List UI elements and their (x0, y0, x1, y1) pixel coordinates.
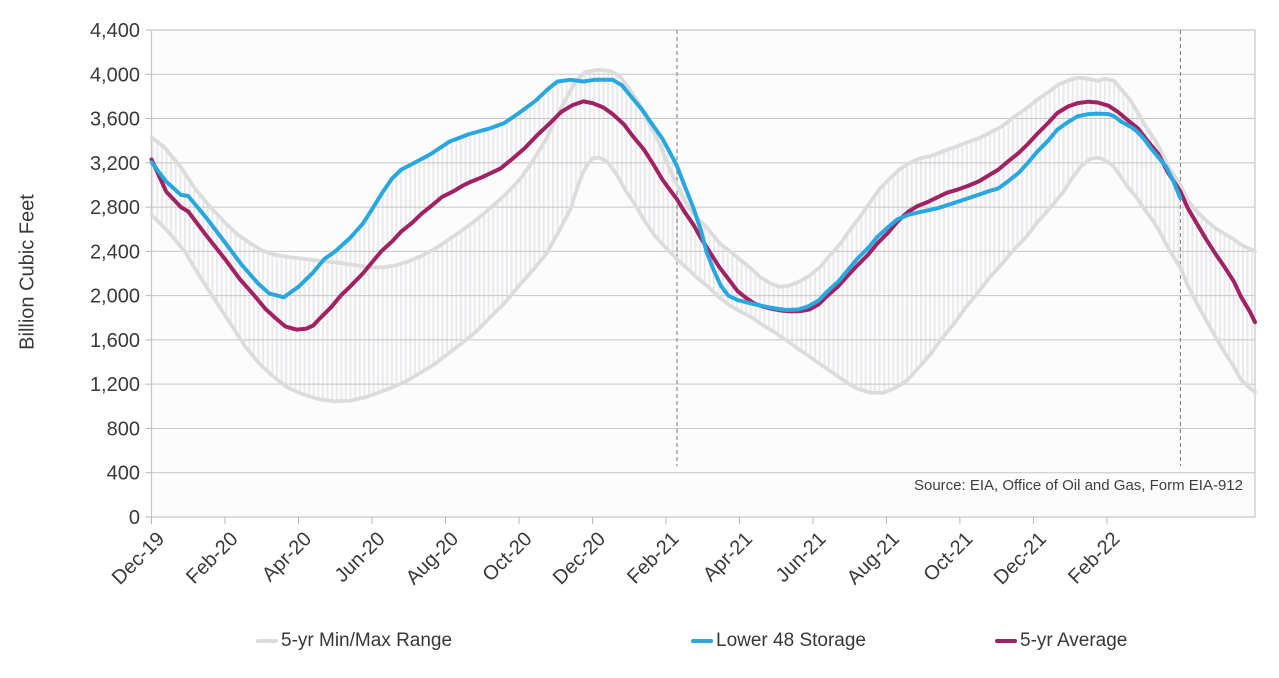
legend-label: 5-yr Average (1020, 630, 1128, 651)
x-tick-label: Feb-21 (623, 528, 683, 588)
legend-swatch-storage (691, 639, 713, 643)
legend-swatch-avg (995, 639, 1017, 643)
y-tick-label: 2,800 (90, 197, 140, 219)
y-tick-label: 3,600 (90, 109, 140, 131)
y-axis: 0 400 800 1,200 1,600 2,000 2,400 2,800 3,200 3,6… (90, 20, 152, 529)
x-tick-label: Dec-20 (549, 528, 610, 589)
x-tick-label: Dec-21 (990, 528, 1051, 589)
lower-48-storage-line (149, 77, 1183, 312)
legend-label: Lower 48 Storage (716, 630, 866, 651)
x-axis: Dec-19 Feb-20 Apr-20 Jun-20 Aug-20 Oct-20 Dec-… (108, 517, 1124, 589)
y-tick-label: 1,600 (90, 330, 140, 352)
x-tick-label: Feb-22 (1064, 528, 1124, 588)
legend-item: 5-yr Min/Max Range (256, 630, 452, 652)
x-tick-label: Aug-20 (402, 528, 463, 589)
y-tick-label: 0 (129, 507, 140, 529)
x-tick-label: Aug-21 (843, 528, 904, 589)
legend-swatch-band_stroke (256, 639, 278, 643)
legend-item: Lower 48 Storage (691, 630, 866, 652)
y-tick-label: 400 (107, 463, 140, 485)
x-tick-label: Oct-20 (478, 528, 536, 586)
legend: 5-yr Min/Max Range Lower 48 Storage 5-yr A… (0, 630, 1279, 656)
x-tick-label: Dec-19 (108, 528, 169, 589)
y-tick-label: 2,000 (90, 286, 140, 308)
legend-label: 5-yr Min/Max Range (281, 630, 453, 651)
dashed-year-markers (676, 30, 1181, 467)
x-tick-label: Jun-20 (331, 528, 390, 587)
x-tick-label: Feb-20 (182, 528, 242, 588)
band-min-line (149, 155, 1257, 404)
y-tick-label: 2,400 (90, 241, 140, 263)
y-tick-label: 4,000 (90, 64, 140, 86)
y-tick-label: 1,200 (90, 374, 140, 396)
y-tick-label: 800 (107, 418, 140, 440)
x-tick-label: Oct-21 (919, 528, 977, 586)
x-tick-label: Apr-20 (258, 528, 316, 586)
y-tick-label: 3,200 (90, 153, 140, 175)
source-note: Source: EIA, Office of Oil and Gas, Form… (913, 477, 1243, 494)
band-max-line (149, 67, 1257, 289)
legend-item: 5-yr Average (995, 630, 1127, 652)
x-tick-label: Jun-21 (772, 528, 831, 587)
plot-area: 0 400 800 1,200 1,600 2,000 2,400 2,800 3,200 3,6… (90, 20, 1257, 589)
plot-border (150, 29, 1256, 518)
y-axis-title: Billion Cubic Feet (16, 194, 39, 350)
y-tick-label: 4,400 (90, 20, 140, 42)
x-tick-label: Apr-21 (699, 528, 757, 586)
five-yr-average-line (149, 99, 1257, 332)
